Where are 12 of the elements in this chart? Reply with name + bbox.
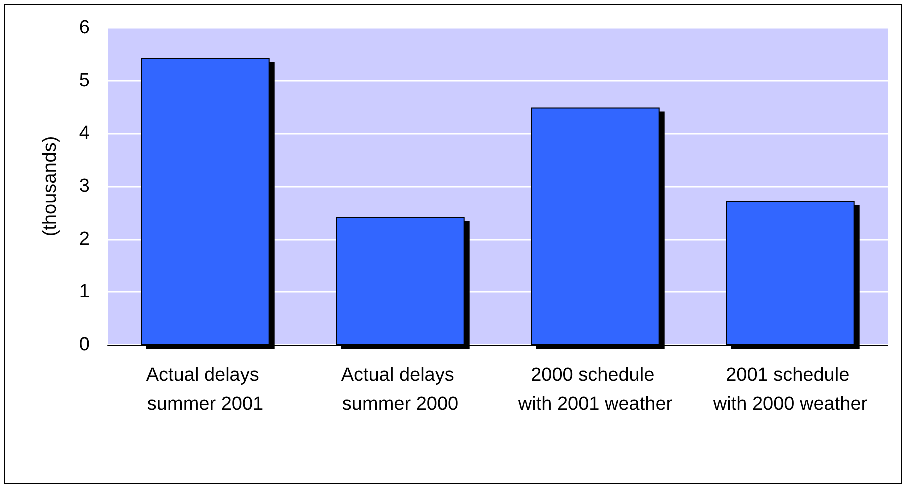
y-tick-label: 1: [79, 282, 90, 303]
y-tick-label: 4: [79, 123, 90, 144]
x-tick-label: Actual delays summer 2001: [146, 365, 265, 415]
y-tick-label: 0: [79, 334, 90, 356]
y-axis-title: (thousands): [40, 136, 61, 237]
y-tick-label: 5: [79, 70, 90, 92]
y-tick-label: 6: [79, 18, 90, 38]
x-tick-label: 2000 schedule with 2001 weather: [517, 365, 674, 415]
x-tick-label: 2001 schedule with 2000 weather: [712, 365, 868, 415]
y-tick-label: 2: [79, 228, 90, 250]
y-tick-label: 3: [79, 176, 90, 197]
x-tick-label: Actual delays summer 2000: [341, 365, 460, 415]
